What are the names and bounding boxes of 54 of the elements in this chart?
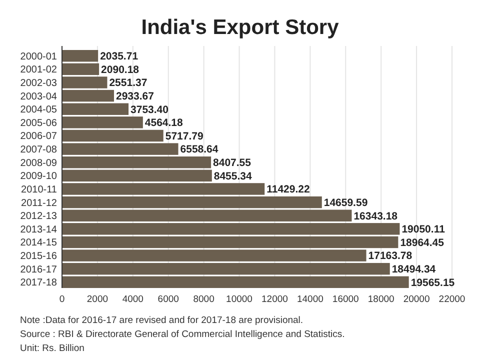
y-tick-label: 2016-17	[20, 264, 58, 276]
x-tick-label: 10000	[226, 294, 252, 305]
y-tick-label: 2003-04	[20, 91, 58, 102]
x-tick-label: 16000	[332, 294, 359, 305]
x-tick-label: 22000	[438, 294, 466, 305]
y-tick-label: 2017-18	[20, 278, 58, 289]
data-label: 2090.18	[101, 64, 140, 76]
data-label: 18494.34	[392, 264, 436, 276]
x-tick-label: 20000	[403, 294, 430, 305]
chart-title: India's Export Story	[141, 16, 340, 39]
y-tick-label: 2008-09	[20, 158, 58, 169]
x-tick-label: 12000	[262, 294, 288, 305]
data-label: 19565.15	[410, 276, 455, 289]
x-tick-label: 2000	[86, 294, 108, 305]
x-tick-label: 6000	[158, 294, 179, 305]
y-tick-label: 2015-16	[20, 251, 58, 262]
y-tick-label: 2001-02	[20, 64, 58, 76]
data-label: 6558.64	[180, 144, 218, 156]
y-tick-label: 2004-05	[20, 104, 58, 116]
y-tick-label: 2006-07	[20, 131, 58, 142]
data-label: 18964.45	[400, 236, 444, 249]
data-label: 8407.55	[213, 157, 252, 170]
data-label: 11429.22	[266, 184, 310, 196]
y-tick-label: 2009-10	[20, 171, 58, 182]
data-label: 8455.34	[214, 170, 252, 182]
text: Note :Data for 2016-17 are revised and for 2017-18 are provisional.	[20, 315, 304, 326]
y-tick-label: 2013-14	[20, 224, 58, 236]
y-tick-label: 2014-15	[20, 238, 58, 249]
data-label: 14659.59	[324, 196, 368, 209]
bar	[62, 50, 98, 62]
data-label: 5717.79	[165, 130, 204, 142]
y-tick-label: 2002-03	[20, 78, 58, 89]
data-label: 2551.37	[109, 77, 148, 90]
y-tick-label: 2007-08	[20, 144, 58, 156]
text: Unit: Rs. Billion	[20, 343, 84, 354]
data-label: 3753.40	[130, 104, 169, 116]
y-tick-label: 2012-13	[20, 211, 58, 222]
bar	[62, 276, 409, 288]
data-label: 19050.11	[402, 224, 446, 236]
x-tick-label: 18000	[368, 294, 394, 305]
data-label: 16343.18	[354, 210, 398, 222]
y-tick-label: 2000-01	[20, 51, 58, 62]
y-tick-label: 2011-12	[21, 198, 58, 209]
x-tick-label: 14000	[296, 294, 324, 305]
y-tick-label: 2010-11	[21, 184, 58, 196]
x-tick-label: 8000	[193, 294, 214, 305]
data-label: 2933.67	[116, 90, 154, 102]
x-tick-label: 0	[59, 294, 65, 305]
data-label: 2035.71	[100, 50, 138, 63]
source-note: Source : RBI & Directorate General of Commercial Intelligence and Statistics.	[20, 329, 345, 340]
data-label: 4564.18	[144, 117, 184, 130]
x-tick-label: 4000	[122, 294, 144, 305]
y-tick-label: 2005-06	[20, 118, 58, 129]
data-label: 17163.78	[368, 250, 412, 262]
